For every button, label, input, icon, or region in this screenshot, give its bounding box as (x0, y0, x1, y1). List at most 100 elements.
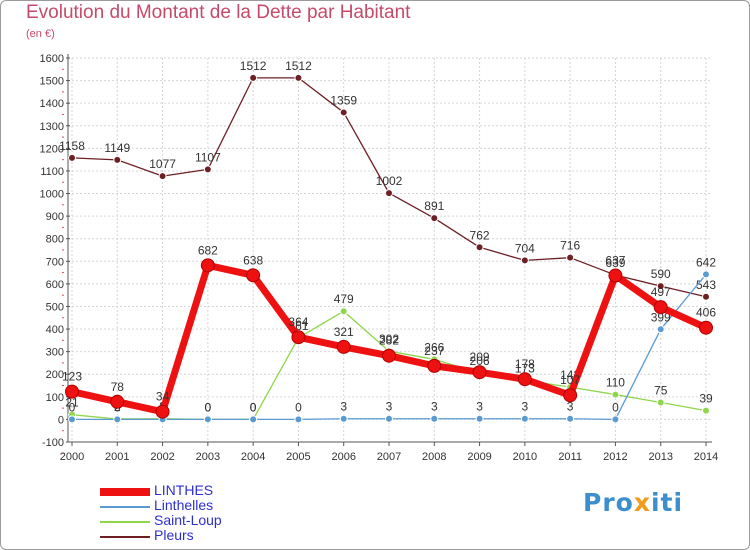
data-point-pleurs (249, 73, 258, 82)
data-point-linthes (200, 258, 215, 273)
data-label-linthes: 406 (696, 306, 716, 320)
data-label-pleurs: 1107 (195, 150, 221, 164)
data-point-linthelles (68, 415, 76, 424)
y-tick-label: 200 (46, 369, 64, 381)
legend-label-linthelles: Linthelles (154, 497, 214, 513)
data-label-pleurs: 1158 (59, 139, 85, 153)
legend-item-linthelles: Linthelles (100, 497, 300, 514)
data-point-linthes (382, 348, 396, 363)
data-label-linthes: 321 (334, 325, 354, 339)
x-tick-label: 2011 (558, 451, 582, 463)
data-point-linthes (653, 300, 668, 315)
y-tick-label: 1400 (40, 98, 64, 110)
data-label-linthelles: 3 (522, 400, 529, 414)
data-label-linthes: 364 (288, 315, 308, 329)
data-point-pleurs (702, 292, 710, 301)
data-point-linthes (291, 330, 306, 345)
data-point-linthes (608, 268, 623, 283)
data-label-pleurs: 1512 (285, 59, 312, 73)
data-point-linthelles (113, 415, 122, 424)
x-tick-label: 2001 (105, 451, 129, 463)
data-point-saint-loup (339, 307, 348, 316)
y-tick-label: 300 (46, 347, 64, 359)
data-label-linthelles: 3 (340, 400, 347, 414)
y-tick-label: 800 (46, 234, 64, 246)
data-point-pleurs (68, 153, 76, 162)
y-tick-label: 1100 (40, 166, 64, 178)
x-tick-label: 2004 (241, 451, 265, 463)
data-label-pleurs: 590 (651, 267, 671, 281)
x-tick-label: 2014 (694, 451, 718, 463)
data-point-pleurs (475, 243, 484, 252)
legend-item-saint-loup: Saint-Loup (100, 512, 300, 529)
data-point-linthelles (339, 414, 348, 423)
y-tick-label: 500 (46, 301, 64, 313)
x-tick-label: 2003 (196, 451, 220, 463)
data-label-pleurs: 1149 (104, 141, 130, 155)
brand-logo-part-b: x (633, 488, 651, 517)
data-label-linthes: 107 (560, 373, 580, 387)
data-label-saint-loup: 173 (515, 361, 535, 375)
y-tick-label: 400 (46, 324, 64, 336)
data-label-linthelles: 3 (386, 400, 393, 414)
data-point-saint-loup (611, 390, 620, 399)
data-point-pleurs (385, 189, 393, 198)
data-label-saint-loup: 39 (699, 392, 713, 406)
data-point-linthelles (566, 414, 575, 423)
data-point-linthes (699, 320, 713, 335)
data-label-pleurs: 1002 (376, 174, 403, 188)
x-tick-label: 2013 (648, 451, 672, 463)
brand-logo: Proxiti (583, 488, 683, 517)
data-label-linthes: 282 (379, 334, 399, 348)
data-point-linthelles (520, 414, 529, 423)
data-label-pleurs: 1359 (330, 93, 357, 107)
data-label-linthelles: 0 (295, 400, 302, 414)
x-tick-label: 2005 (286, 451, 310, 463)
data-label-pleurs: 1512 (240, 59, 267, 73)
y-tick-label: 1000 (40, 189, 64, 201)
brand-logo-part-a: Pro (583, 488, 634, 517)
y-tick-label: 1200 (40, 143, 64, 155)
data-label-linthes: 34 (156, 390, 170, 404)
data-point-linthelles (656, 325, 665, 334)
legend-swatch-pleurs (100, 536, 150, 538)
data-point-pleurs (520, 256, 529, 265)
data-point-linthelles (294, 415, 303, 424)
legend-swatch-linthelles (100, 506, 150, 508)
data-point-linthes (336, 339, 351, 354)
data-point-pleurs (656, 282, 665, 291)
legend-label-linthes: LINTHES (154, 482, 214, 498)
data-label-linthelles: 399 (651, 310, 671, 324)
data-point-saint-loup (656, 398, 665, 407)
x-tick-label: 2006 (331, 451, 355, 463)
x-tick-label: 2010 (513, 451, 537, 463)
data-point-linthes (517, 372, 532, 387)
legend-item-linthes: LINTHES (100, 482, 300, 499)
y-tick-label: 700 (46, 256, 64, 268)
data-label-linthes: 123 (62, 370, 82, 384)
data-point-pleurs (203, 165, 212, 174)
data-label-linthes: 637 (605, 254, 625, 268)
x-tick-label: 2008 (422, 451, 446, 463)
data-point-pleurs (339, 108, 348, 117)
data-point-linthes (427, 358, 442, 373)
data-point-linthelles (430, 414, 439, 423)
data-label-linthes: 638 (243, 253, 263, 267)
legend-item-pleurs: Pleurs (100, 527, 300, 544)
data-point-linthelles (385, 414, 393, 423)
data-point-pleurs (113, 155, 122, 164)
data-point-linthelles (611, 415, 620, 424)
y-tick-label: 600 (46, 279, 64, 291)
x-tick-label: 2009 (467, 451, 491, 463)
data-label-pleurs: 639 (605, 256, 625, 270)
data-point-linthelles (249, 415, 258, 424)
chart-title: Evolution du Montant de la Dette par Hab… (26, 2, 411, 23)
data-label-linthelles: 3 (431, 400, 438, 414)
data-label-linthelles: 3 (476, 400, 483, 414)
legend-label-saint-loup: Saint-Loup (154, 512, 222, 528)
data-point-linthes (246, 268, 261, 283)
x-tick-label: 2012 (603, 451, 627, 463)
data-label-saint-loup: 479 (334, 292, 354, 306)
